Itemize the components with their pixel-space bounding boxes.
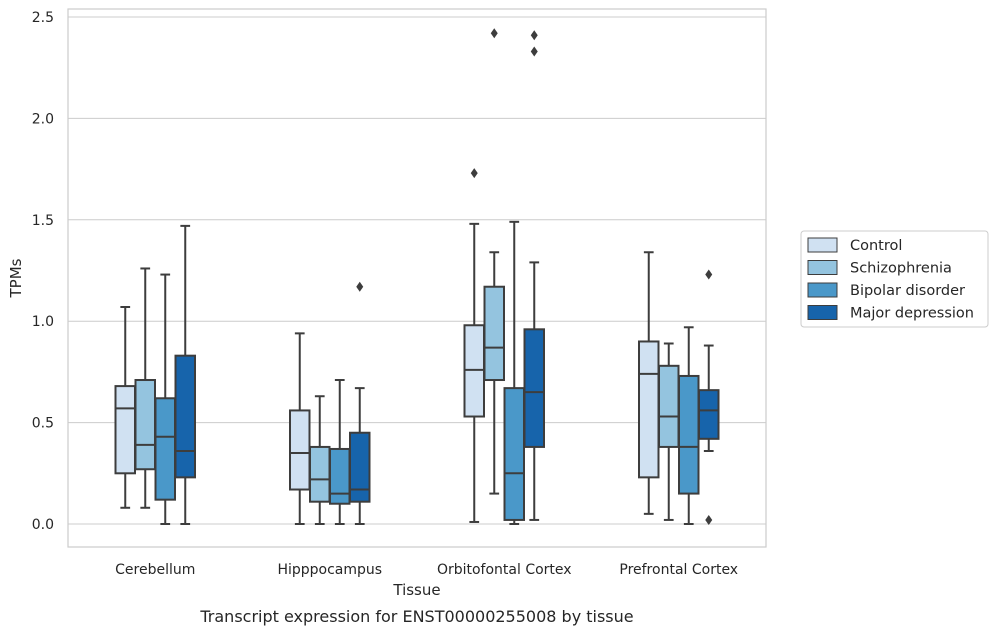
x-axis-label: Tissue [392, 581, 440, 599]
legend-label: Control [850, 238, 902, 254]
y-tick-label: 2.5 [32, 10, 54, 26]
y-tick-label: 2.0 [32, 111, 54, 127]
box [154, 397, 176, 501]
outlier-point [356, 281, 364, 292]
box [678, 374, 700, 495]
y-tick-label: 1.0 [32, 314, 54, 330]
outlier-point [470, 168, 478, 179]
box-group-0 [114, 224, 196, 525]
legend-swatch [807, 282, 838, 298]
box [483, 285, 505, 382]
box [698, 389, 720, 440]
legend-label: Major depression [850, 306, 974, 322]
plot-frame [67, 8, 767, 548]
y-tick-labels: 0.0 0.5 1.0 1.5 2.0 2.5 [32, 10, 54, 533]
x-tick-label: Hipppocampus [277, 562, 382, 578]
y-axis-label: TPMs [7, 258, 25, 298]
outlier-point [530, 46, 538, 57]
y-tick-label: 0.5 [32, 416, 54, 432]
box [638, 340, 660, 479]
box [329, 447, 351, 505]
legend-frame [800, 230, 989, 328]
legend-items: Control Schizophrenia Bipolar disorder Majo… [807, 237, 974, 322]
legend-swatch [807, 260, 838, 275]
legend-swatch [807, 237, 838, 253]
legend-label: Schizophrenia [850, 261, 952, 277]
x-tick-label: Orbitofontal Cortex [437, 562, 572, 578]
box [114, 385, 136, 475]
box [289, 409, 311, 491]
box [134, 379, 156, 471]
legend-swatch [807, 305, 838, 320]
outlier-point [705, 269, 713, 280]
box [523, 328, 545, 448]
x-tick-label: Prefrontal Cortex [619, 562, 738, 578]
box [463, 324, 485, 418]
box-group-3 [638, 251, 720, 525]
x-tick-labels: Cerebellum Hipppocampus Orbitofontal Corte… [115, 562, 738, 578]
box [658, 364, 680, 448]
chart-caption: Transcript expression for ENST0000025500… [199, 607, 633, 626]
box [174, 354, 196, 479]
box-groups [114, 28, 720, 525]
outlier-point [490, 28, 498, 39]
y-tick-label: 0.0 [32, 517, 54, 533]
box [349, 431, 371, 503]
legend-label: Bipolar disorder [850, 283, 965, 299]
outlier-point [705, 514, 713, 525]
box [309, 445, 331, 503]
box-group-2 [463, 28, 545, 525]
box-group-1 [289, 281, 371, 525]
x-tick-label: Cerebellum [115, 562, 195, 578]
box [503, 387, 525, 521]
outlier-point [530, 30, 538, 41]
legend: Control Schizophrenia Bipolar disorder Majo… [800, 230, 989, 328]
y-tick-label: 1.5 [32, 213, 54, 229]
